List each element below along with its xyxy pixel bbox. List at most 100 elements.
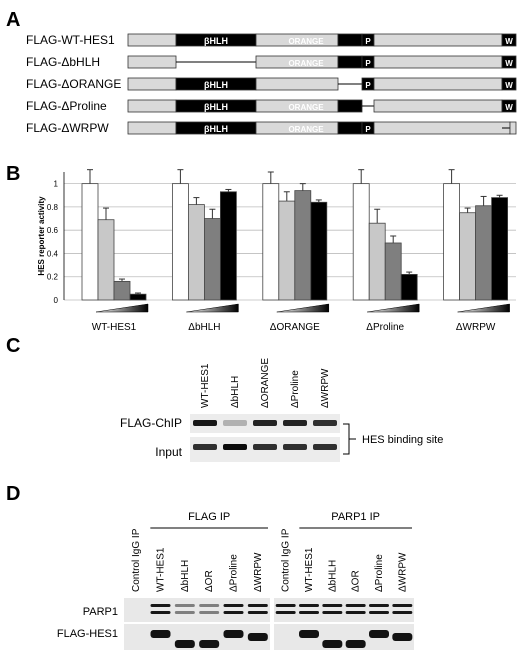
parp1-band: [174, 611, 195, 614]
orange-domain-label: ORANGE: [288, 103, 324, 112]
parp1-band: [392, 611, 413, 614]
lane-label: ΔWRPW: [397, 552, 408, 592]
lane-label: ΔProline: [374, 554, 385, 592]
lane-label: ΔProline: [229, 554, 240, 592]
flag-hes1-band: [247, 633, 268, 641]
flag-hes1-band: [174, 640, 195, 648]
dose-wedge: [95, 303, 149, 313]
orange-domain-label: ORANGE: [288, 59, 324, 68]
lane-label: WT-HES1: [156, 547, 167, 592]
bar: [262, 183, 280, 301]
lane-label: WT-HES1: [304, 547, 315, 592]
proline-domain-label: P: [365, 81, 371, 90]
parp1-band: [322, 611, 343, 614]
linker-box: [373, 55, 503, 69]
bhlh-domain-label: βHLH: [204, 124, 228, 134]
y-tick-label: 0.6: [47, 226, 59, 235]
bar: [352, 183, 370, 301]
linker-box: [127, 99, 177, 113]
proline-domain-label: P: [365, 37, 371, 46]
panel-b-chart: HES reporter activity 0 0.2 0.4 0.6 0.8 1 WT-H…: [37, 169, 516, 333]
linker-box: [373, 33, 503, 47]
group-label: WT-HES1: [92, 322, 137, 333]
linker-box: [373, 99, 503, 113]
panel-c-letter: C: [6, 335, 20, 357]
parp1-band: [392, 604, 413, 607]
linker-box: [373, 77, 503, 91]
flag-hes1-band: [345, 640, 366, 648]
parp1-band: [223, 604, 244, 607]
group-label: ΔProline: [366, 322, 404, 333]
construct-label: FLAG-ΔORANGE: [26, 77, 121, 91]
linker-box: [127, 33, 177, 47]
row-label-input: Input: [155, 445, 182, 459]
flag-hes1-band: [199, 640, 220, 648]
linker-box: [127, 55, 177, 69]
domain-box: [501, 55, 517, 69]
ip-group-title: PARP1 IP: [331, 511, 380, 523]
parp1-band: [369, 611, 389, 614]
y-tick-label: 0: [54, 296, 59, 305]
parp1-band: [299, 604, 319, 607]
lane-label: ΔbHLH: [327, 560, 338, 592]
lane-label: ΔbHLH: [230, 376, 241, 408]
parp1-band: [199, 611, 220, 614]
bar: [475, 205, 493, 301]
input-band: [223, 444, 247, 450]
lane-label: ΔProline: [290, 370, 301, 408]
wrpw-domain-label: W: [505, 103, 513, 112]
bar: [81, 183, 99, 301]
panel-d-coip: PARP1 FLAG-HES1 FLAG IP Control IgG IP WT-…: [57, 511, 414, 650]
wrpw-domain-label: W: [505, 59, 513, 68]
lane-label: ΔbHLH: [180, 560, 191, 592]
parp1-band: [275, 604, 296, 607]
row-label-parp1: PARP1: [83, 606, 118, 618]
bar: [97, 219, 115, 301]
lane-label: Control IgG IP: [281, 528, 292, 592]
bar: [459, 212, 477, 301]
c-terminal-stub: [509, 121, 517, 135]
construct-label: FLAG-ΔbHLH: [26, 55, 100, 69]
panel-c-chip: FLAG-ChIP Input HES binding site WT-HES1…: [120, 358, 443, 462]
group-label: ΔORANGE: [270, 322, 320, 333]
bhlh-domain-label: βHLH: [204, 102, 228, 112]
parp1-band: [299, 611, 319, 614]
orange-domain-label: ORANGE: [288, 125, 324, 134]
input-band: [253, 444, 277, 450]
chip-band: [253, 420, 277, 426]
bar: [113, 280, 131, 301]
bar: [294, 190, 312, 301]
blot-parp1-bg: [124, 598, 270, 622]
chip-band: [283, 420, 307, 426]
construct-label: FLAG-ΔWRPW: [26, 121, 109, 135]
parp1-band: [275, 611, 296, 614]
bar: [491, 197, 509, 301]
orange-domain-label: ORANGE: [288, 37, 324, 46]
group-label: ΔWRPW: [456, 322, 496, 333]
parp1-band: [150, 611, 171, 614]
lane-label: ΔOR: [204, 570, 215, 592]
wrpw-domain-label: W: [505, 37, 513, 46]
hes-bracket: [343, 423, 356, 455]
bhlh-domain-label: βHLH: [204, 80, 228, 90]
domain-box: [337, 99, 363, 113]
y-tick-label: 1: [54, 180, 59, 189]
bar: [219, 191, 237, 301]
input-band: [193, 444, 217, 450]
lane-label: WT-HES1: [200, 363, 211, 408]
bhlh-domain-label: βHLH: [204, 36, 228, 46]
domain-box: [501, 99, 517, 113]
bar: [278, 200, 296, 301]
linker-box: [127, 77, 177, 91]
y-tick-label: 0.2: [47, 273, 59, 282]
lane-label: ΔWRPW: [320, 368, 331, 408]
chip-band: [313, 420, 337, 426]
flag-hes1-band: [369, 630, 389, 638]
flag-hes1-band: [299, 630, 319, 638]
bar: [203, 218, 221, 301]
parp1-band: [247, 604, 268, 607]
chip-band: [223, 420, 247, 426]
row-label-flag-chip: FLAG-ChIP: [120, 416, 182, 430]
blot-hes1-bg: [274, 624, 414, 650]
